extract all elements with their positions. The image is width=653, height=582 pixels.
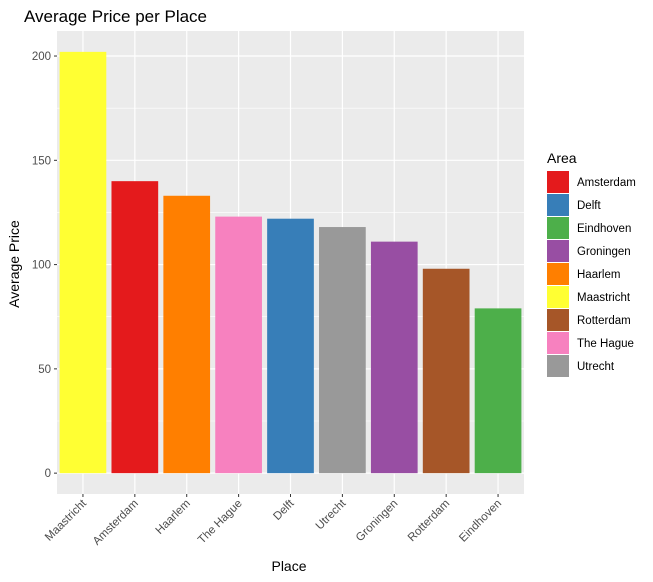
legend-label: The Hague [577,338,634,350]
y-tick-label: 200 [32,51,51,63]
plot-panel [57,31,524,494]
legend-swatch [547,263,569,285]
bar-groningen [370,241,418,474]
y-tick-label: 100 [32,260,51,272]
x-tick-label: Maastricht [43,497,90,544]
legend-label: Rotterdam [577,315,631,327]
x-axis-title: Place [271,558,306,574]
legend-swatch [547,171,569,193]
bar-utrecht [319,227,366,474]
bar-delft [267,218,314,474]
x-tick-label: Groningen [354,498,400,544]
legend-label: Groningen [577,246,631,258]
x-tick-label: Utrecht [314,497,349,532]
legend-swatch [547,240,569,262]
x-axis: Maastricht Amsterdam Haarlem The Hague Delft… [43,494,504,548]
legend-swatch [547,355,569,377]
legend-label: Amsterdam [577,177,636,189]
chart-title: Average Price per Place [24,7,207,26]
y-axis-title: Average Price [6,220,22,308]
x-tick-label: Rotterdam [406,498,452,544]
x-tick-label: Eindhoven [457,498,504,545]
legend: Area Amsterdam Delft Eindhoven Groningen Haa… [547,150,636,377]
x-tick-label: Delft [271,497,297,523]
y-tick-label: 0 [45,468,51,480]
y-tick-label: 150 [32,155,51,167]
bar-eindhoven [474,308,522,474]
legend-swatch [547,286,569,308]
x-tick-label: Amsterdam [91,498,141,548]
legend-label: Utrecht [577,361,615,373]
bar-maastricht [59,51,107,474]
legend-swatch [547,309,569,331]
bar-amsterdam [111,181,159,474]
legend-label: Delft [577,200,601,212]
legend-label: Maastricht [577,292,631,304]
legend-title: Area [547,150,577,166]
legend-label: Haarlem [577,269,620,281]
legend-swatch [547,217,569,239]
bar-haarlem [163,195,211,474]
x-tick-label: The Hague [196,498,245,547]
x-tick-label: Haarlem [154,498,193,537]
legend-label: Eindhoven [577,223,631,235]
y-tick-label: 50 [38,364,51,376]
bar-rotterdam [422,268,470,474]
legend-swatch [547,194,569,216]
y-axis: 0 50 100 150 200 [32,51,57,480]
bar-the-hague [215,216,262,474]
legend-swatch [547,332,569,354]
